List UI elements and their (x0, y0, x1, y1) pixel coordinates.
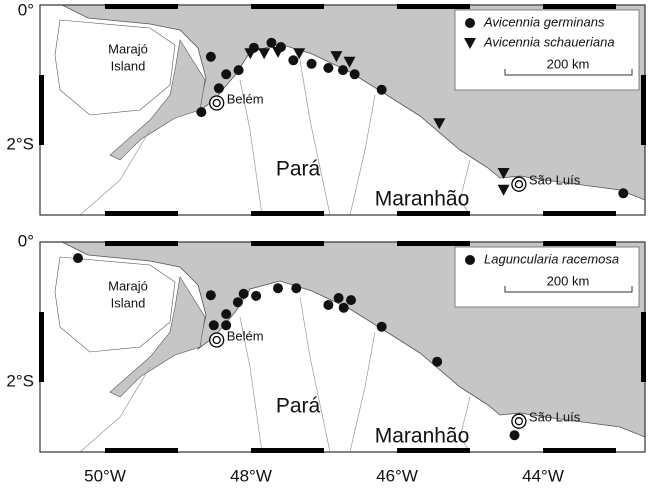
river-boundary (349, 94, 376, 215)
river-boundary (459, 159, 471, 215)
legend-symbol (465, 255, 475, 265)
sample-site (497, 168, 510, 179)
sample-site (238, 288, 249, 299)
sample-site (330, 51, 343, 63)
city-label: Belém (227, 91, 264, 106)
sample-site (323, 300, 334, 310)
sample-site (258, 48, 271, 60)
river-boundary (79, 129, 151, 215)
legend-box (454, 246, 640, 308)
sample-site (272, 46, 285, 58)
sample-site (205, 290, 216, 301)
sample-site (205, 51, 216, 62)
sample-site (497, 184, 510, 196)
sample-site (208, 320, 219, 331)
sample-site (221, 69, 232, 80)
city-label: Belém (227, 328, 264, 343)
lon-label: 50°W (84, 466, 126, 485)
river-boundary (239, 316, 263, 452)
sample-site (288, 55, 299, 66)
place-label: Pará (276, 158, 321, 181)
sample-site (337, 65, 348, 76)
place-label: Island (111, 295, 146, 310)
sample-site (618, 188, 629, 199)
sample-site (232, 297, 243, 308)
marajo-island (54, 256, 176, 353)
scale-bar (504, 69, 633, 76)
lon-label: 46°W (376, 466, 418, 485)
sample-site (343, 56, 356, 68)
sample-site (196, 107, 207, 118)
legend-box (454, 9, 640, 91)
place-label: Marajó (108, 41, 148, 56)
estuary (109, 276, 206, 398)
place-label: Pará (276, 395, 321, 418)
sample-site (221, 309, 232, 320)
legend-label: Avicennia germinans (483, 14, 605, 29)
sample-site (213, 83, 224, 94)
legend-symbol (465, 18, 475, 28)
city-label: São Luís (529, 173, 581, 188)
city-marker-inner (212, 335, 221, 345)
scale-label: 200 km (547, 273, 590, 288)
lat-label: 2°S (6, 134, 34, 153)
lat-label: 0° (18, 0, 34, 19)
city-marker-inner (514, 417, 524, 426)
sample-site (323, 63, 334, 73)
sample-site (273, 283, 284, 294)
place-label: Marajó (108, 278, 148, 293)
estuary (109, 39, 206, 161)
place-label: Maranhão (375, 425, 470, 448)
sample-site (251, 290, 262, 301)
lon-label: 48°W (230, 466, 272, 485)
lon-label: 44°W (522, 466, 564, 485)
sample-site (233, 65, 244, 76)
city-label: São Luís (529, 410, 581, 425)
river-boundary (299, 296, 331, 452)
sample-site (244, 48, 257, 60)
sample-site (432, 356, 443, 367)
legend-label: Avicennia schaueriana (483, 34, 615, 49)
sample-site (266, 37, 277, 48)
city-marker-inner (514, 180, 524, 189)
land-group (40, 5, 645, 215)
sample-site (338, 302, 349, 313)
sample-site (306, 58, 317, 69)
place-label: Island (111, 58, 146, 73)
marajo-island (54, 19, 176, 116)
sample-site (433, 118, 446, 130)
city-marker-inner (212, 98, 221, 108)
place-label: Maranhão (375, 188, 470, 211)
sample-site (346, 295, 357, 306)
sample-site (376, 321, 387, 332)
river-boundary (239, 79, 263, 215)
sample-site (376, 84, 387, 95)
sample-site (509, 430, 520, 441)
river-boundary (299, 59, 331, 215)
legend-label: Laguncularia racemosa (484, 251, 619, 266)
lat-label: 2°S (6, 371, 34, 390)
scale-label: 200 km (547, 56, 590, 71)
river-boundary (459, 396, 471, 452)
scale-bar (504, 286, 633, 293)
legend-symbol (464, 38, 476, 49)
sample-site (221, 320, 232, 331)
lat-label: 0° (18, 231, 34, 250)
sample-site (349, 69, 360, 80)
sample-site (72, 253, 83, 264)
sample-site (293, 48, 306, 60)
sample-site (333, 293, 344, 303)
river-boundary (79, 366, 151, 452)
land-group (40, 242, 645, 452)
river-boundary (349, 331, 376, 452)
sample-site (291, 283, 302, 294)
